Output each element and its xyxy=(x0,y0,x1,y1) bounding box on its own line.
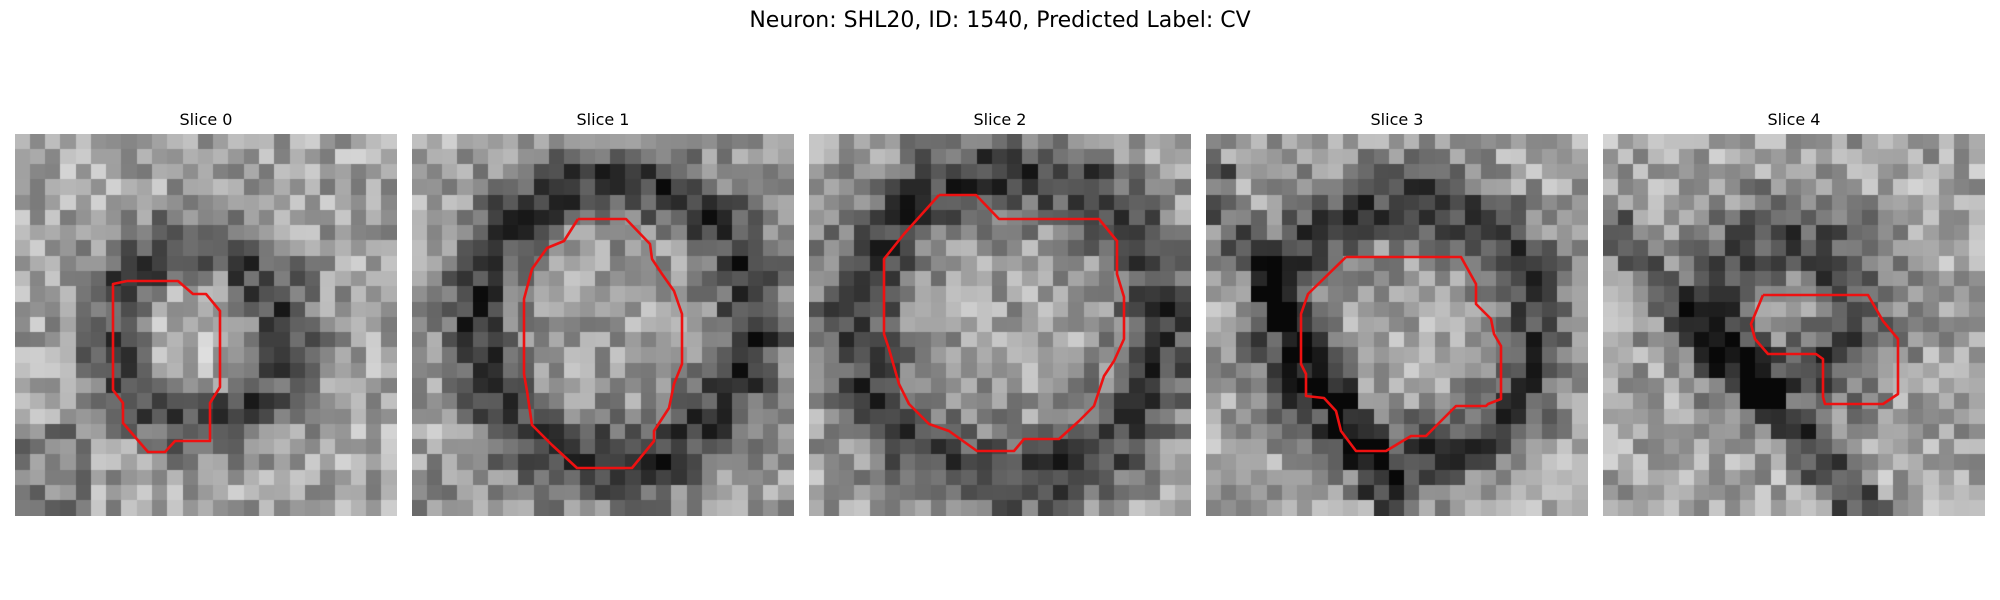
slice-image-3 xyxy=(1206,134,1588,516)
segmentation-contour-1 xyxy=(522,217,684,470)
slice-title-0: Slice 0 xyxy=(179,110,233,129)
segmentation-contour-3 xyxy=(1299,255,1503,453)
slice-panel-0: Slice 0 xyxy=(15,110,397,516)
segmentation-contour-2 xyxy=(882,193,1126,453)
slice-image-2 xyxy=(809,134,1191,516)
slice-panel-1: Slice 1 xyxy=(412,110,794,516)
segmentation-contour-4 xyxy=(1749,293,1900,406)
slice-title-1: Slice 1 xyxy=(576,110,630,129)
segmentation-contour-0 xyxy=(111,279,222,454)
figure-title: Neuron: SHL20, ID: 1540, Predicted Label… xyxy=(749,8,1251,33)
grayscale-patch-0 xyxy=(15,134,397,516)
slice-panel-2: Slice 2 xyxy=(809,110,1191,516)
grayscale-patch-1 xyxy=(412,134,794,516)
grayscale-patch-4 xyxy=(1603,134,1985,516)
slice-title-4: Slice 4 xyxy=(1767,110,1821,129)
slice-title-2: Slice 2 xyxy=(973,110,1027,129)
slice-title-3: Slice 3 xyxy=(1370,110,1424,129)
slice-panel-3: Slice 3 xyxy=(1206,110,1588,516)
slice-image-4 xyxy=(1603,134,1985,516)
slice-image-0 xyxy=(15,134,397,516)
grayscale-patch-3 xyxy=(1206,134,1588,516)
slice-panel-4: Slice 4 xyxy=(1603,110,1985,516)
grayscale-patch-2 xyxy=(809,134,1191,516)
slice-image-1 xyxy=(412,134,794,516)
